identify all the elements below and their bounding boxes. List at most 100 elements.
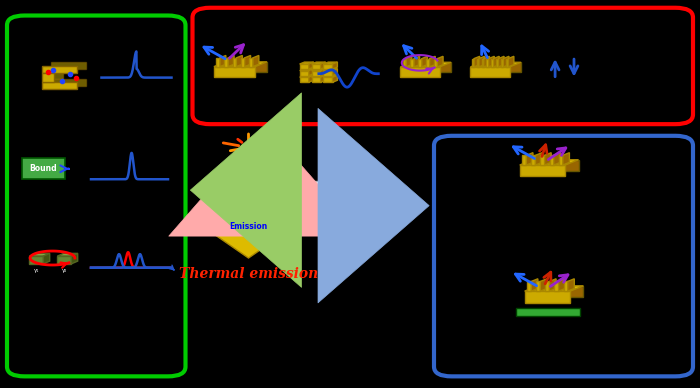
Polygon shape (491, 65, 499, 67)
Polygon shape (225, 58, 228, 67)
Polygon shape (323, 75, 337, 77)
Polygon shape (472, 59, 474, 67)
Polygon shape (536, 288, 547, 291)
Polygon shape (234, 184, 259, 194)
Polygon shape (232, 64, 242, 67)
Polygon shape (220, 55, 226, 67)
Polygon shape (414, 56, 419, 67)
Polygon shape (402, 65, 412, 67)
Polygon shape (323, 64, 332, 69)
Polygon shape (559, 279, 565, 291)
Polygon shape (491, 59, 494, 67)
Polygon shape (418, 65, 428, 67)
Polygon shape (536, 281, 540, 291)
Polygon shape (321, 75, 326, 82)
Polygon shape (531, 279, 538, 291)
Polygon shape (486, 59, 489, 67)
Polygon shape (323, 71, 332, 76)
Polygon shape (300, 77, 309, 82)
Text: Thermal emission: Thermal emission (179, 267, 318, 281)
Polygon shape (545, 281, 550, 291)
Polygon shape (426, 65, 435, 67)
Polygon shape (332, 62, 337, 69)
Circle shape (240, 143, 257, 152)
Polygon shape (57, 253, 78, 256)
Polygon shape (309, 62, 314, 69)
Polygon shape (321, 62, 326, 69)
Polygon shape (312, 69, 326, 71)
Polygon shape (482, 62, 521, 72)
Polygon shape (540, 162, 551, 165)
Polygon shape (498, 56, 504, 67)
Polygon shape (540, 279, 547, 291)
Polygon shape (434, 59, 438, 67)
Text: Bound: Bound (29, 164, 57, 173)
Polygon shape (406, 56, 412, 67)
Text: Blackbody
emission: Blackbody emission (342, 185, 379, 198)
Polygon shape (214, 62, 267, 67)
Polygon shape (312, 62, 326, 64)
Polygon shape (232, 58, 237, 67)
Polygon shape (482, 59, 484, 67)
Polygon shape (226, 62, 267, 72)
Polygon shape (312, 77, 321, 82)
Polygon shape (400, 62, 451, 67)
Polygon shape (312, 71, 321, 76)
Polygon shape (237, 55, 242, 67)
Polygon shape (501, 65, 509, 67)
FancyBboxPatch shape (302, 182, 398, 230)
Polygon shape (482, 65, 489, 67)
Polygon shape (438, 56, 443, 67)
Polygon shape (519, 160, 578, 165)
Polygon shape (300, 62, 314, 64)
Polygon shape (321, 69, 326, 76)
Polygon shape (496, 59, 498, 67)
Polygon shape (57, 256, 71, 264)
Polygon shape (545, 288, 556, 291)
Polygon shape (216, 58, 220, 67)
Polygon shape (479, 56, 484, 67)
Polygon shape (434, 65, 443, 67)
Polygon shape (554, 288, 565, 291)
Polygon shape (426, 59, 430, 67)
Polygon shape (486, 65, 494, 67)
Polygon shape (29, 256, 43, 264)
Polygon shape (249, 64, 259, 67)
Polygon shape (496, 65, 504, 67)
Polygon shape (550, 162, 560, 165)
Polygon shape (545, 152, 551, 165)
Polygon shape (300, 69, 314, 71)
Polygon shape (309, 69, 314, 76)
Polygon shape (472, 65, 480, 67)
Polygon shape (522, 155, 526, 165)
Polygon shape (568, 279, 574, 291)
Polygon shape (536, 152, 542, 165)
Polygon shape (410, 65, 419, 67)
Polygon shape (332, 75, 337, 82)
Polygon shape (241, 64, 251, 67)
Polygon shape (563, 152, 569, 165)
Polygon shape (531, 155, 536, 165)
Polygon shape (550, 155, 554, 165)
Polygon shape (29, 253, 50, 256)
Polygon shape (477, 65, 484, 67)
Polygon shape (228, 55, 234, 67)
Polygon shape (51, 69, 63, 79)
Polygon shape (519, 165, 566, 177)
Polygon shape (312, 75, 326, 77)
Polygon shape (71, 253, 78, 264)
Polygon shape (300, 64, 309, 69)
Polygon shape (527, 281, 531, 291)
Polygon shape (503, 56, 509, 67)
Polygon shape (410, 59, 414, 67)
Polygon shape (42, 73, 55, 83)
Polygon shape (249, 58, 253, 67)
Polygon shape (531, 162, 542, 165)
Polygon shape (412, 62, 451, 72)
Polygon shape (474, 56, 480, 67)
Polygon shape (554, 281, 559, 291)
Polygon shape (524, 291, 570, 303)
Polygon shape (42, 83, 77, 89)
Polygon shape (477, 59, 479, 67)
Polygon shape (238, 175, 265, 187)
